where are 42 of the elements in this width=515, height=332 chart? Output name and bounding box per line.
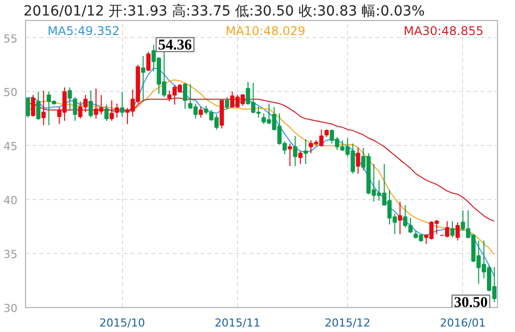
y-tick-label: 35 <box>4 248 18 262</box>
candlestick <box>104 104 109 122</box>
y-tick-label: 45 <box>4 140 18 154</box>
candlestick <box>72 96 78 122</box>
y-tick-label: 55 <box>4 32 18 46</box>
text: MA5:49.352 <box>48 24 120 38</box>
x-tick-label: 2015/12 <box>324 316 370 330</box>
candlestick <box>68 86 72 111</box>
line-series <box>27 67 495 277</box>
candlestick <box>288 143 292 167</box>
candlestick <box>146 51 151 72</box>
y-tick-label: 30 <box>4 302 18 315</box>
candlestick <box>224 96 230 110</box>
y-tick-label: 50 <box>4 86 18 100</box>
candlestick <box>141 56 146 102</box>
candlestick <box>110 100 114 122</box>
candlestick <box>88 90 93 118</box>
candlestick <box>356 147 360 174</box>
candlestick <box>456 222 460 242</box>
candlestick <box>114 103 120 118</box>
candlestick <box>182 82 188 110</box>
candlestick <box>304 138 308 164</box>
chart-title: 2016/01/12 开:31.93 高:33.75 低:30.50 收:30.83 幅:0.03% <box>24 4 425 20</box>
x-tick-label: 2015/10 <box>99 316 146 330</box>
candlestick <box>30 94 36 118</box>
candlestick <box>120 91 124 118</box>
text: MA30:48.855 <box>404 24 484 38</box>
y-tick-label: 40 <box>4 194 18 208</box>
candlestick <box>36 91 40 120</box>
annotation: 30.50 <box>454 295 488 312</box>
candlestick <box>41 90 46 126</box>
candlestick <box>398 201 402 235</box>
candlestick <box>26 96 30 118</box>
candlestick <box>293 135 298 167</box>
text: MA10:48.029 <box>226 24 306 38</box>
annotation: 54.36 <box>158 38 192 54</box>
line-series <box>27 79 495 256</box>
candlestick <box>450 220 455 238</box>
candlestick <box>298 150 303 164</box>
x-tick-label: 2015/11 <box>214 316 260 330</box>
candlestick <box>198 106 203 118</box>
x-tick-label: 2016/01 <box>440 316 486 330</box>
